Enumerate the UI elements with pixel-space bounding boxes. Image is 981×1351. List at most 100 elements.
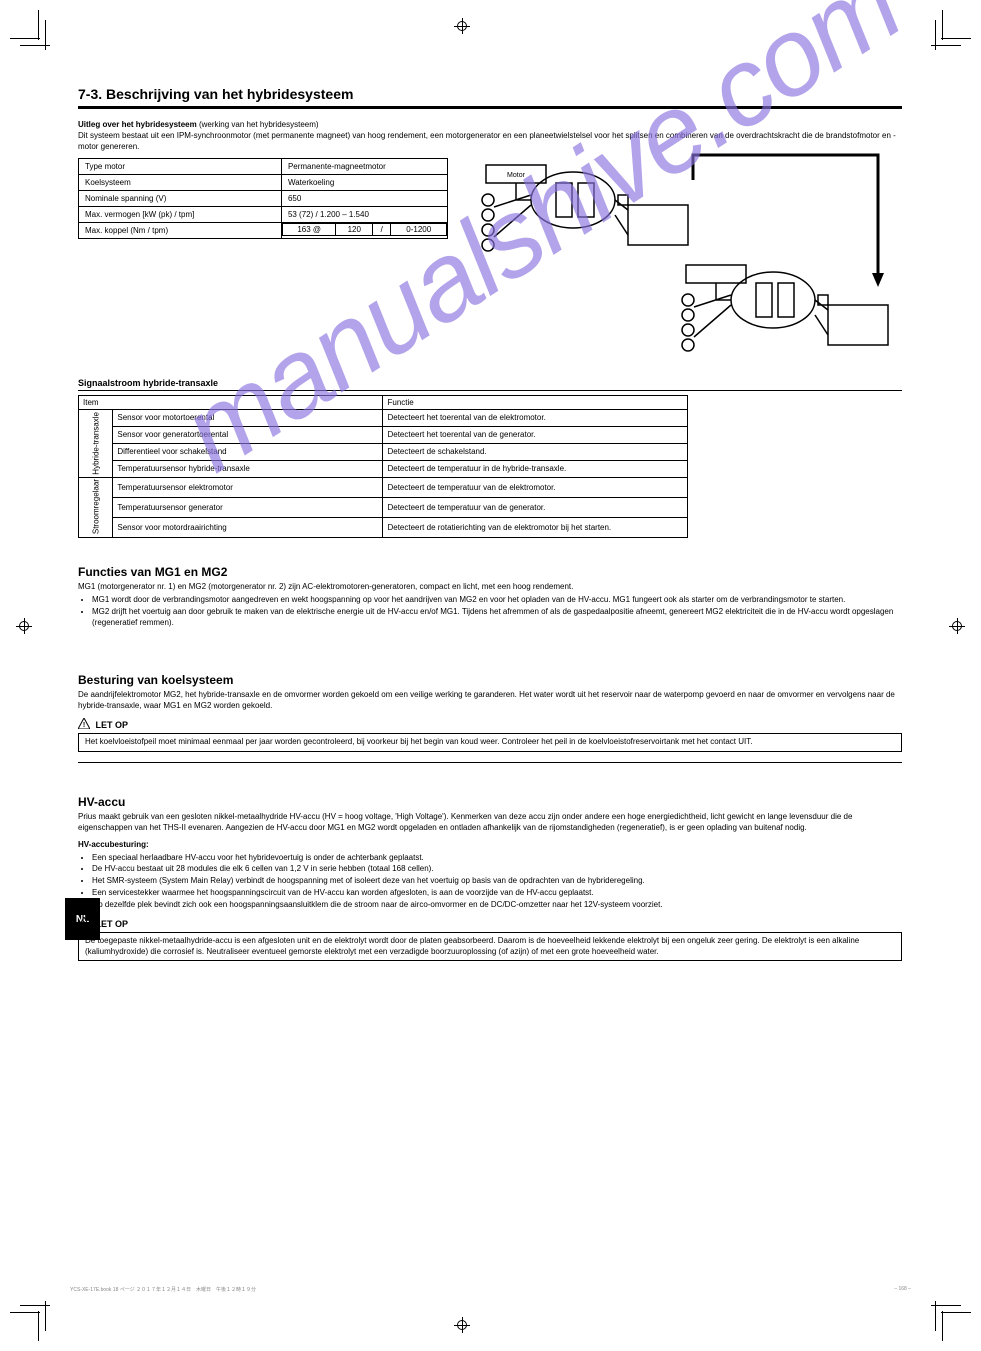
- flow-function: Detecteert de temperatuur van de generat…: [383, 497, 688, 517]
- spec-subcell: 0-1200: [391, 224, 447, 236]
- table-row: Stroomregelaar Temperatuursensor elektro…: [79, 477, 688, 497]
- flow-item: Differentieel voor schakelstand: [113, 443, 383, 460]
- footer-page-number: – 168 –: [894, 1286, 911, 1292]
- functions-block: Functies van MG1 en MG2 MG1 (motorgenera…: [78, 560, 902, 630]
- crop-mark: [45, 20, 46, 50]
- spec-label: Type motor: [79, 159, 282, 175]
- spec-value: 650: [281, 191, 447, 207]
- list-item: Een servicestekker waarmee het hoogspann…: [92, 888, 902, 899]
- crop-mark: [941, 38, 971, 39]
- row-group-label: Hybride-transaxle: [79, 410, 113, 478]
- hv-title: HV-accu: [78, 794, 902, 810]
- flow-section-label: Signaalstroom hybride-transaxle: [78, 378, 218, 388]
- intro-title-sub: (werking van het hybridesysteem): [199, 120, 319, 129]
- table-row: Temperatuursensor generatorDetecteert de…: [79, 497, 688, 517]
- registration-mark: [454, 1317, 470, 1333]
- flow-function: Detecteert het toerental van de elektrom…: [383, 410, 688, 427]
- warning-icon: !: [78, 718, 90, 729]
- flow-function: Detecteert de rotatierichting van de ele…: [383, 517, 688, 537]
- spec-value-grid: 163 @ 120 / 0-1200: [281, 223, 447, 239]
- cooling-paragraph: De aandrijfelektromotor MG2, het hybride…: [78, 690, 902, 712]
- crop-mark: [10, 1312, 40, 1313]
- flow-item: Sensor voor motortoerental: [113, 410, 383, 427]
- table-row: Temperatuursensor hybride-transaxleDetec…: [79, 460, 688, 477]
- hv-intro: Prius maakt gebruik van een gesloten nik…: [78, 812, 902, 834]
- list-item: De HV-accu bestaat uit 28 modules die el…: [92, 864, 902, 875]
- table-row: Max. vermogen [kW (pk) / tpm] 53 (72) / …: [79, 207, 448, 223]
- flow-function: Detecteert het toerental van de generato…: [383, 426, 688, 443]
- list-item: Op dezelfde plek bevindt zich ook een ho…: [92, 900, 902, 911]
- spec-subcell: 163 @: [282, 224, 336, 236]
- spec-value: Permanente-magneetmotor: [281, 159, 447, 175]
- heading-rule: [78, 106, 902, 109]
- hybrid-system-diagram: Motor: [478, 125, 902, 360]
- crop-mark: [942, 10, 943, 40]
- hv-battery-block: HV-accu Prius maakt gebruik van een gesl…: [78, 790, 902, 961]
- list-item: Een speciaal herlaadbare HV-accu voor he…: [92, 853, 902, 864]
- intro-title: Uitleg over het hybridesysteem: [78, 120, 197, 129]
- flow-item: Sensor voor generatortoerental: [113, 426, 383, 443]
- caution-box: De toegepaste nikkel-metaalhydride-accu …: [78, 932, 902, 962]
- functions-intro: MG1 (motorgenerator nr. 1) en MG2 (motor…: [78, 582, 902, 593]
- spec-value: Waterkoeling: [281, 175, 447, 191]
- caution-label: LET OP: [96, 919, 129, 929]
- flow-function: Detecteert de schakelstand.: [383, 443, 688, 460]
- table-row: Differentieel voor schakelstandDetecteer…: [79, 443, 688, 460]
- list-item: MG1 wordt door de verbrandingsmotor aang…: [92, 595, 902, 606]
- table-row: Type motor Permanente-magneetmotor: [79, 159, 448, 175]
- functions-title: Functies van MG1 en MG2: [78, 564, 902, 580]
- crop-mark: [38, 1311, 39, 1341]
- registration-mark: [454, 18, 470, 34]
- table-row: Nominale spanning (V) 650: [79, 191, 448, 207]
- footer-file-meta: YCS-XE-17E.book 18 ページ ２０１７年１２月１４日 木曜日 午…: [70, 1286, 256, 1293]
- crop-mark: [935, 20, 936, 50]
- page-content: 7-3. Beschrijving van het hybridesysteem: [78, 84, 902, 115]
- flow-item: Temperatuursensor elektromotor: [113, 477, 383, 497]
- spec-value: 53 (72) / 1.200 – 1.540: [281, 207, 447, 223]
- flow-item: Sensor voor motordraairichting: [113, 517, 383, 537]
- col-header: Item: [79, 396, 383, 410]
- svg-text:!: !: [83, 921, 85, 928]
- spec-label: Koelsysteem: [79, 175, 282, 191]
- caution-label: LET OP: [96, 720, 129, 730]
- table-header: Item Functie: [79, 396, 688, 410]
- table-row: Max. koppel (Nm / tpm) 163 @ 120 / 0-120…: [79, 223, 448, 239]
- crop-mark: [38, 10, 39, 40]
- col-header: Functie: [383, 396, 688, 410]
- svg-text:!: !: [83, 722, 85, 729]
- section-heading: 7-3. Beschrijving van het hybridesysteem: [78, 84, 902, 104]
- hv-list-intro: HV-accubesturing:: [78, 840, 902, 851]
- section-rule: [78, 390, 902, 391]
- table-row: Sensor voor generatortoerentalDetecteert…: [79, 426, 688, 443]
- table-row: Sensor voor motordraairichtingDetecteert…: [79, 517, 688, 537]
- spec-subcell: /: [373, 224, 391, 236]
- flow-item: Temperatuursensor generator: [113, 497, 383, 517]
- crop-mark: [942, 1311, 943, 1341]
- list-item: Het SMR-systeem (System Main Relay) verb…: [92, 876, 902, 887]
- cooling-title: Besturing van koelsysteem: [78, 672, 902, 688]
- spec-subcell: 120: [336, 224, 373, 236]
- list-item: MG2 drijft het voertuig aan door gebruik…: [92, 607, 902, 629]
- spec-label: Max. koppel (Nm / tpm): [79, 223, 282, 239]
- spec-label: Nominale spanning (V): [79, 191, 282, 207]
- crop-mark: [941, 1312, 971, 1313]
- section-rule: [78, 762, 902, 763]
- cooling-block: Besturing van koelsysteem De aandrijfele…: [78, 668, 902, 763]
- registration-mark: [949, 618, 965, 634]
- flow-function: Detecteert de temperatuur van de elektro…: [383, 477, 688, 497]
- table-row: Koelsysteem Waterkoeling: [79, 175, 448, 191]
- crop-mark: [45, 1301, 46, 1331]
- signal-flow-table: Item Functie Hybride-transaxle Sensor vo…: [78, 395, 688, 538]
- crop-mark: [10, 38, 40, 39]
- table-row: Hybride-transaxle Sensor voor motortoere…: [79, 410, 688, 427]
- row-group-label: Stroomregelaar: [79, 477, 113, 537]
- caution-box: Het koelvloeistofpeil moet minimaal eenm…: [78, 733, 902, 752]
- warning-icon: !: [78, 917, 90, 928]
- crop-mark: [935, 1301, 936, 1331]
- svg-text:Motor: Motor: [507, 172, 526, 179]
- registration-mark: [16, 618, 32, 634]
- spec-table: Type motor Permanente-magneetmotor Koels…: [78, 158, 448, 239]
- flow-item: Temperatuursensor hybride-transaxle: [113, 460, 383, 477]
- spec-label: Max. vermogen [kW (pk) / tpm]: [79, 207, 282, 223]
- flow-function: Detecteert de temperatuur in de hybride-…: [383, 460, 688, 477]
